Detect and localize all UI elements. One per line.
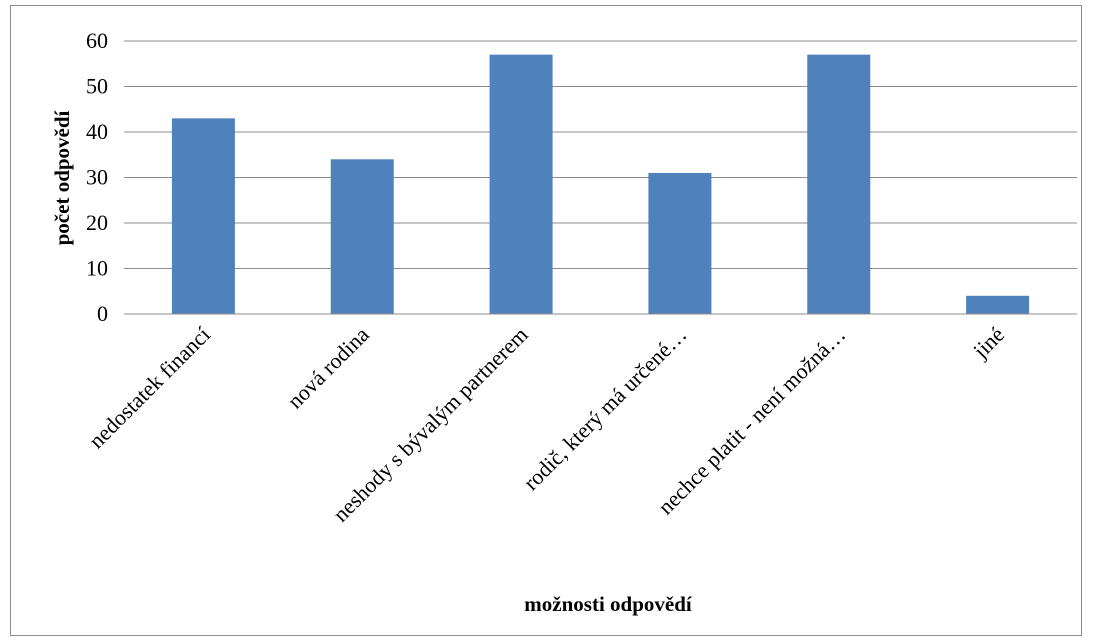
bar — [489, 54, 553, 315]
x-tick-label: rodič, který má určené… — [518, 322, 691, 495]
x-tick-label: jiné — [967, 322, 1009, 364]
y-axis-title: počet odpovědí — [50, 109, 74, 245]
y-tick-label: 60 — [86, 28, 108, 53]
y-tick-labels: 0 10 20 30 40 50 60 — [86, 28, 108, 326]
x-tick-label: nová rodina — [282, 322, 374, 414]
y-tick-label: 40 — [86, 119, 108, 144]
y-tick-label: 10 — [86, 256, 108, 281]
bar — [171, 118, 235, 314]
bar — [648, 172, 712, 314]
bars — [124, 54, 1077, 315]
y-tick-label: 30 — [86, 165, 108, 190]
bar — [966, 295, 1030, 314]
x-tick-label: nechce platit - není možná… — [653, 322, 850, 519]
gridlines — [124, 40, 1077, 315]
y-tick-label: 20 — [86, 210, 108, 235]
y-tick-label: 0 — [97, 301, 108, 326]
bar — [807, 54, 871, 315]
bar — [330, 159, 394, 314]
y-tick-label: 50 — [86, 74, 108, 99]
x-tick-label: nedostatek financí — [84, 322, 215, 453]
x-axis-title: možnosti odpovědí — [524, 592, 693, 616]
